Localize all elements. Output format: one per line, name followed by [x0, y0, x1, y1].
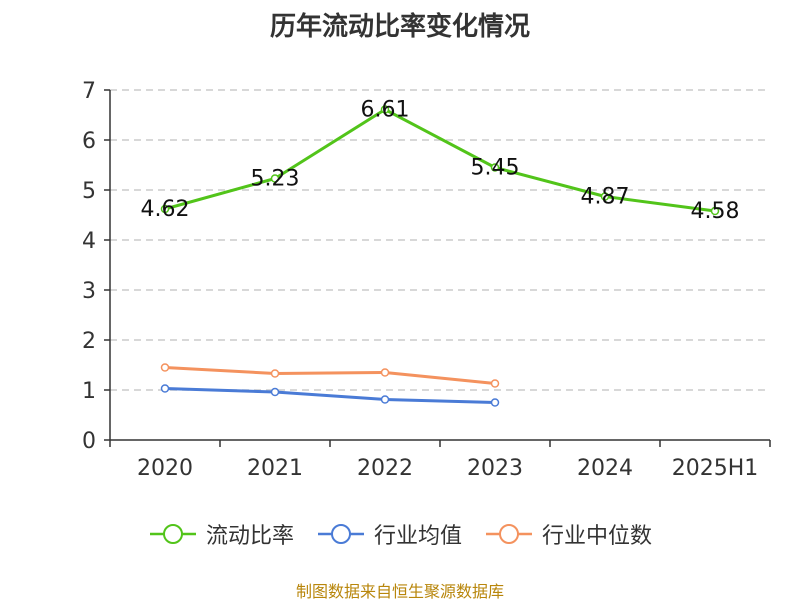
data-point [160, 363, 170, 372]
data-label: 4.87 [581, 185, 630, 210]
legend: 流动比率 行业均值 行业中位数 [0, 518, 800, 550]
data-label: 6.61 [361, 98, 410, 123]
x-tick-label: 2020 [137, 456, 193, 481]
data-point [270, 387, 280, 397]
legend-marker-icon [486, 524, 532, 544]
data-point [490, 398, 500, 407]
x-tick-label: 2023 [467, 456, 523, 481]
data-labels: 4.62 5.23 6.61 5.45 4.87 4.58 [141, 98, 740, 225]
data-point [490, 379, 500, 388]
series-line-3 [163, 366, 497, 385]
legend-marker-circle [499, 524, 519, 544]
x-tick-label: 2025H1 [672, 456, 759, 481]
legend-marker-icon [149, 524, 196, 544]
data-label: 5.23 [251, 167, 300, 192]
data-point [270, 174, 280, 183]
data-point [160, 204, 170, 214]
data-point [490, 163, 500, 172]
data-point [160, 384, 170, 393]
series-line-2 [163, 387, 497, 404]
data-point [600, 192, 610, 201]
y-tick-label: 0 [82, 429, 96, 454]
x-tick-label: 2022 [357, 456, 413, 481]
data-point [380, 368, 390, 377]
data-point [710, 206, 720, 216]
series-lines [160, 105, 720, 407]
legend-item-1[interactable]: 流动比率 [148, 518, 294, 550]
legend-marker-circle [330, 524, 351, 544]
y-tick-label: 1 [82, 379, 96, 404]
y-tick-label: 6 [82, 129, 96, 154]
data-point [380, 105, 390, 114]
y-tick-label: 4 [82, 229, 96, 254]
legend-marker-circle [162, 524, 183, 544]
legend-label: 行业均值 [373, 524, 462, 549]
legend-label: 流动比率 [205, 524, 294, 549]
source-note: 制图数据来自恒生聚源数据库 [295, 582, 504, 601]
legend-marker-icon [317, 524, 364, 544]
x-tick-label: 2024 [577, 456, 633, 481]
y-tick-label: 5 [82, 179, 96, 204]
y-tick-label: 2 [82, 329, 96, 354]
y-tick-label: 3 [82, 279, 96, 304]
data-label: 5.45 [471, 156, 520, 181]
x-tick-label: 2021 [247, 456, 303, 481]
legend-label: 行业中位数 [542, 524, 653, 549]
data-point [380, 395, 390, 404]
chart-title: 历年流动比率变化情况 [269, 12, 530, 42]
data-label: 4.62 [141, 197, 190, 222]
legend-item-3[interactable]: 行业中位数 [484, 518, 652, 550]
y-tick-label: 7 [82, 79, 96, 104]
data-label: 4.58 [691, 199, 740, 224]
series-line-1 [163, 108, 717, 213]
data-point [270, 369, 280, 378]
legend-item-2[interactable]: 行业均值 [316, 518, 462, 550]
axes: 0 1 2 3 4 5 6 7 2020 2021 2022 2023 2024 2025H1 [82, 79, 771, 481]
grid-lines [110, 89, 770, 391]
